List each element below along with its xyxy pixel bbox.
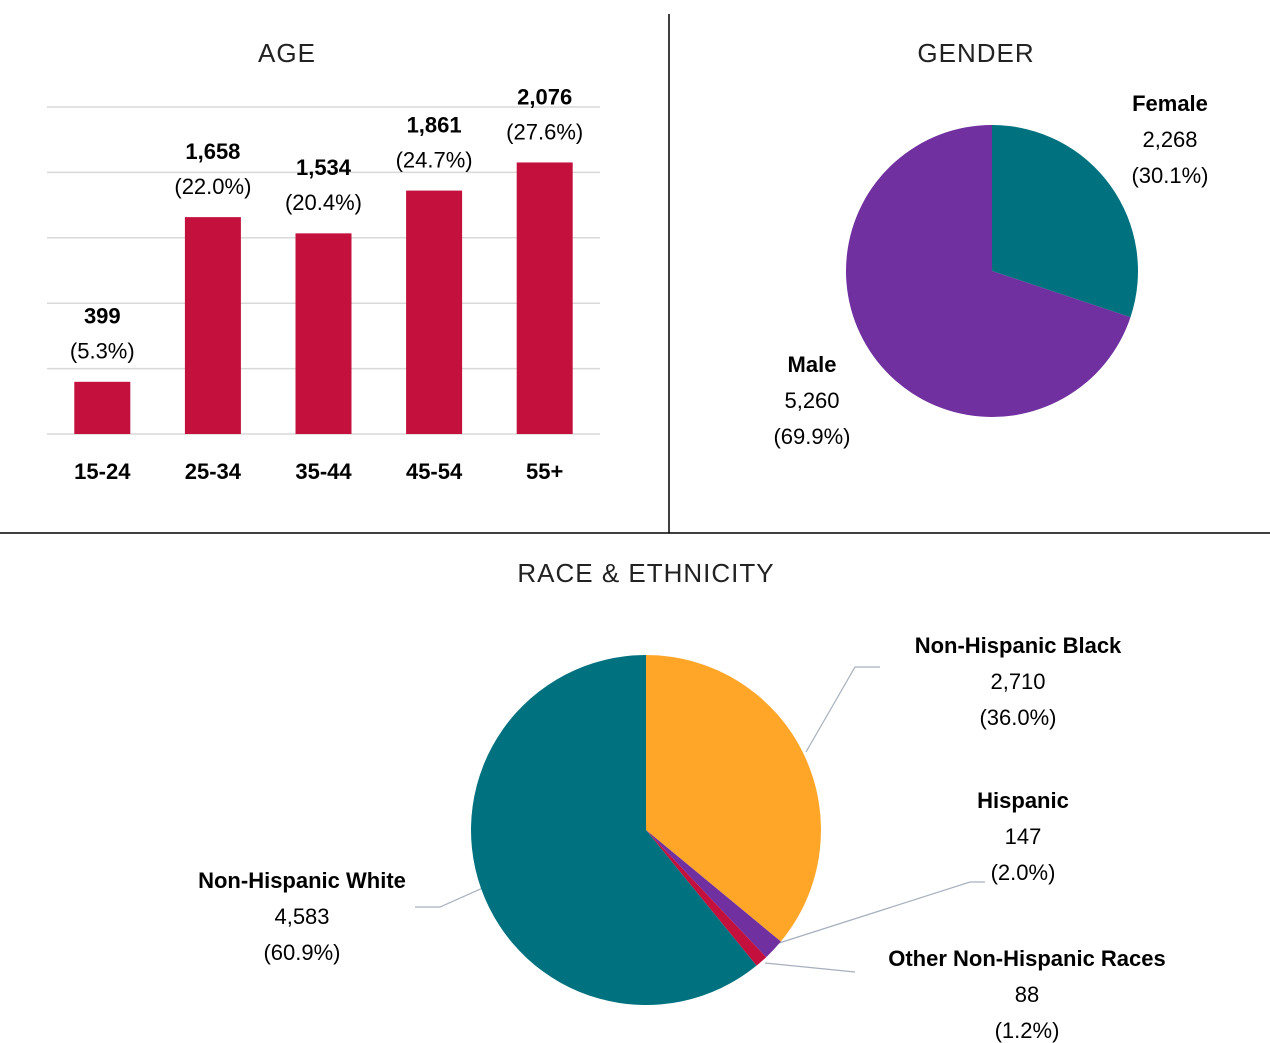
value-label: 1,658	[185, 139, 240, 164]
slice-name: Non-Hispanic White	[198, 868, 406, 893]
percent-label: (24.7%)	[396, 147, 473, 172]
slice-name: Male	[788, 352, 837, 377]
x-tick-label: 35-44	[295, 459, 352, 484]
pie-slice	[646, 655, 822, 942]
bar	[184, 217, 241, 434]
bar	[74, 381, 131, 434]
percent-label: (69.9%)	[773, 424, 850, 449]
leader-line	[415, 886, 486, 908]
pie-slice	[992, 125, 1138, 318]
slice-name: Non-Hispanic Black	[915, 633, 1122, 658]
x-tick-label: 15-24	[74, 459, 131, 484]
percent-label: (1.2%)	[995, 1018, 1060, 1043]
percent-label: (27.6%)	[506, 119, 583, 144]
value-label: 2,268	[1142, 127, 1197, 152]
value-label: 147	[1005, 824, 1042, 849]
percent-label: (60.9%)	[263, 940, 340, 965]
value-label: 1,534	[296, 155, 352, 180]
value-label: 399	[84, 304, 121, 329]
leader-line	[764, 962, 856, 973]
pie-slice	[471, 655, 757, 1005]
bar	[295, 233, 352, 434]
percent-label: (36.0%)	[979, 705, 1056, 730]
x-tick-label: 25-34	[185, 459, 242, 484]
chart-title: RACE & ETHNICITY	[517, 558, 774, 588]
bar	[406, 190, 463, 434]
percent-label: (22.0%)	[174, 174, 251, 199]
percent-label: (20.4%)	[285, 190, 362, 215]
slice-name: Female	[1132, 91, 1208, 116]
bar	[516, 162, 573, 434]
pie-slice	[845, 125, 1131, 417]
x-tick-label: 45-54	[406, 459, 463, 484]
value-label: 88	[1015, 982, 1039, 1007]
value-label: 2,076	[517, 84, 572, 109]
x-tick-label: 55+	[526, 459, 563, 484]
value-label: 1,861	[407, 112, 462, 137]
chart-title: GENDER	[917, 38, 1034, 68]
slice-name: Hispanic	[977, 788, 1069, 813]
value-label: 4,583	[274, 904, 329, 929]
percent-label: (2.0%)	[991, 860, 1056, 885]
pie-slice	[646, 830, 767, 966]
percent-label: (5.3%)	[70, 339, 135, 364]
chart-title: AGE	[258, 38, 316, 68]
value-label: 5,260	[784, 388, 839, 413]
percent-label: (30.1%)	[1131, 163, 1208, 188]
leader-line	[775, 881, 985, 945]
slice-name: Other Non-Hispanic Races	[888, 946, 1166, 971]
leader-line	[805, 666, 880, 753]
pie-slice	[646, 830, 781, 958]
value-label: 2,710	[990, 669, 1045, 694]
